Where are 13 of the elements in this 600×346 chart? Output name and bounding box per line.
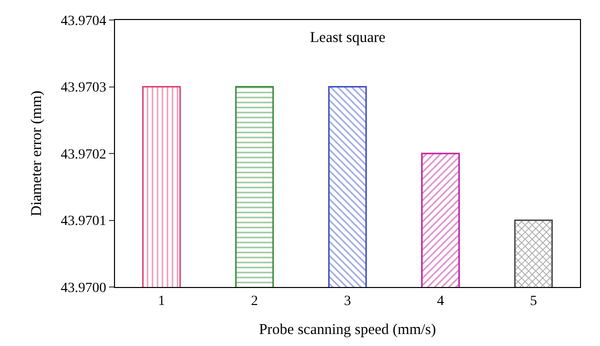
- y-tick-label: 43.9702: [60, 147, 106, 162]
- x-axis-title: Probe scanning speed (mm/s): [258, 322, 436, 338]
- y-tick-label: 43.9700: [60, 280, 106, 296]
- x-tick-label: 3: [344, 294, 351, 309]
- y-tick-label: 43.9701: [60, 214, 106, 230]
- y-tick-label: 43.9704: [60, 14, 106, 29]
- x-tick-label: 4: [437, 294, 444, 309]
- y-tick-label: 43.9703: [60, 80, 106, 96]
- text: Least square: [310, 30, 386, 46]
- x-tick-label: 5: [530, 294, 537, 309]
- x-tick-label: 2: [251, 294, 258, 309]
- y-axis-title: Diameter error (mm): [28, 90, 45, 216]
- x-tick-label: 1: [158, 294, 165, 309]
